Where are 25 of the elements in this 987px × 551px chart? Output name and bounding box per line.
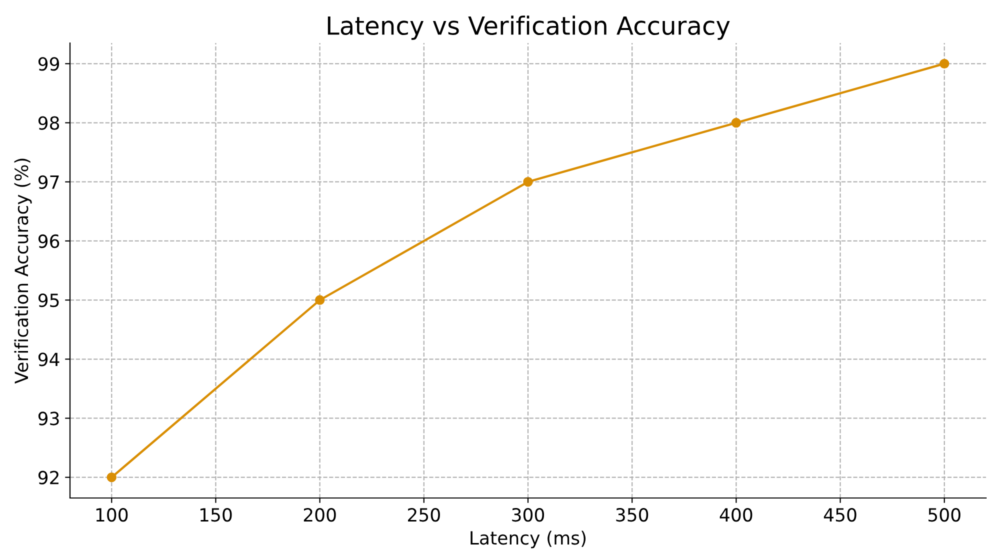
point [940,58,950,69]
y-tick-label: 98 [38,116,60,130]
x-tick-label: 500 [928,508,960,522]
y-tick-label: 95 [38,294,59,308]
y-axis-title: Verification Accuracy (%) [14,158,32,384]
point [314,295,325,305]
y-tick-label: 97 [38,175,59,189]
y-tick-label: 92 [38,470,58,484]
x-tick-label: 200 [304,508,336,522]
y-tick-label: 99 [38,57,60,71]
x-tick-label: 100 [96,508,128,522]
x-tick-label: 400 [720,508,752,522]
x-tick-label: 250 [408,508,440,522]
x-tick-label: 150 [200,508,232,522]
x-tick-label: 450 [824,508,856,522]
x-tick-label: 350 [616,508,648,522]
x-tick-label: 300 [512,508,544,522]
point [106,472,116,482]
y-tick-label: 94 [38,352,60,366]
y-tick-label: 93 [38,412,59,426]
chart-title: Latency vs Verification Accuracy [328,16,730,40]
y-tick-label: 96 [38,234,60,248]
x-axis-title: Latency (ms) [470,530,586,548]
point [523,177,533,187]
point [731,118,742,128]
